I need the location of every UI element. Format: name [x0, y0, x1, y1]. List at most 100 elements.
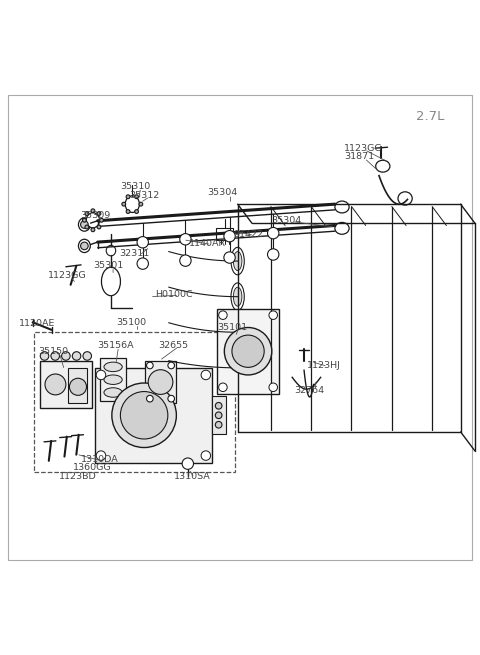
Circle shape	[269, 383, 277, 392]
Circle shape	[85, 225, 89, 229]
Circle shape	[216, 412, 222, 419]
Text: 35309: 35309	[80, 211, 110, 220]
Circle shape	[137, 258, 148, 269]
Circle shape	[180, 234, 191, 245]
Ellipse shape	[231, 283, 244, 310]
Text: 1120AE: 1120AE	[19, 319, 56, 328]
Ellipse shape	[233, 287, 242, 306]
Ellipse shape	[231, 354, 244, 382]
Circle shape	[97, 212, 101, 215]
Circle shape	[45, 374, 66, 395]
Bar	[96, 368, 212, 462]
Ellipse shape	[233, 252, 242, 271]
Text: 1310DA: 1310DA	[81, 455, 119, 464]
Ellipse shape	[86, 213, 99, 228]
Circle shape	[180, 255, 191, 267]
Ellipse shape	[78, 218, 90, 231]
Circle shape	[112, 383, 176, 447]
Text: 35101: 35101	[218, 323, 248, 332]
Circle shape	[267, 227, 279, 239]
Text: 2.7L: 2.7L	[416, 110, 444, 123]
Bar	[217, 309, 279, 394]
Text: 35310: 35310	[120, 181, 151, 191]
Circle shape	[137, 236, 148, 248]
Bar	[34, 332, 235, 472]
Text: 35301: 35301	[93, 261, 123, 271]
Circle shape	[96, 370, 106, 380]
Circle shape	[139, 202, 143, 206]
Circle shape	[168, 396, 175, 402]
Ellipse shape	[233, 358, 242, 377]
Ellipse shape	[231, 318, 244, 346]
Text: 91422: 91422	[233, 229, 263, 238]
Text: 31871: 31871	[344, 152, 374, 161]
Circle shape	[216, 421, 222, 428]
Text: 1123GG: 1123GG	[344, 143, 383, 153]
Ellipse shape	[78, 239, 90, 253]
Circle shape	[267, 249, 279, 260]
Circle shape	[122, 202, 126, 206]
Circle shape	[81, 242, 88, 250]
Circle shape	[146, 396, 153, 402]
Circle shape	[201, 370, 211, 380]
Ellipse shape	[335, 201, 349, 213]
Bar	[212, 396, 226, 434]
Ellipse shape	[398, 192, 412, 205]
Circle shape	[219, 383, 227, 392]
Circle shape	[81, 221, 88, 229]
Ellipse shape	[376, 160, 390, 172]
Circle shape	[61, 352, 70, 360]
Text: 35312: 35312	[130, 191, 160, 200]
Ellipse shape	[104, 362, 122, 371]
Text: 1140AR: 1140AR	[189, 238, 226, 248]
Text: 1360GG: 1360GG	[73, 464, 112, 472]
Circle shape	[91, 228, 95, 232]
Bar	[40, 361, 92, 408]
Text: 35150: 35150	[38, 347, 69, 356]
Circle shape	[72, 352, 81, 360]
Text: 32764: 32764	[295, 386, 324, 394]
Circle shape	[40, 352, 49, 360]
Text: 35156A: 35156A	[97, 341, 134, 350]
Circle shape	[224, 328, 272, 375]
Bar	[145, 361, 176, 403]
Circle shape	[216, 402, 222, 409]
Text: 1123HJ: 1123HJ	[306, 361, 340, 370]
Circle shape	[182, 458, 193, 470]
Circle shape	[83, 218, 86, 222]
Circle shape	[83, 352, 92, 360]
Circle shape	[96, 451, 106, 460]
Ellipse shape	[231, 248, 244, 275]
Circle shape	[135, 210, 138, 214]
Circle shape	[232, 335, 264, 367]
Circle shape	[126, 210, 130, 214]
Circle shape	[201, 451, 211, 460]
Bar	[69, 368, 87, 403]
Circle shape	[99, 218, 103, 222]
Circle shape	[219, 311, 227, 320]
Text: 32311: 32311	[119, 250, 149, 259]
Circle shape	[148, 369, 173, 394]
Text: 1123GG: 1123GG	[48, 271, 86, 280]
Text: 35304: 35304	[207, 188, 237, 197]
Ellipse shape	[233, 323, 242, 342]
Circle shape	[224, 231, 235, 242]
Circle shape	[224, 252, 235, 263]
Bar	[216, 228, 233, 240]
Text: 1310SA: 1310SA	[174, 472, 210, 481]
Circle shape	[269, 311, 277, 320]
Ellipse shape	[106, 246, 116, 256]
Circle shape	[126, 195, 130, 198]
Circle shape	[146, 362, 153, 369]
Circle shape	[51, 352, 60, 360]
Circle shape	[135, 195, 138, 198]
Circle shape	[70, 379, 86, 396]
Circle shape	[168, 362, 175, 369]
Ellipse shape	[104, 375, 122, 384]
Circle shape	[91, 209, 95, 213]
Circle shape	[97, 225, 101, 229]
Text: H0100C: H0100C	[156, 290, 193, 299]
Ellipse shape	[335, 223, 349, 234]
Bar	[100, 358, 126, 401]
Ellipse shape	[104, 388, 122, 397]
